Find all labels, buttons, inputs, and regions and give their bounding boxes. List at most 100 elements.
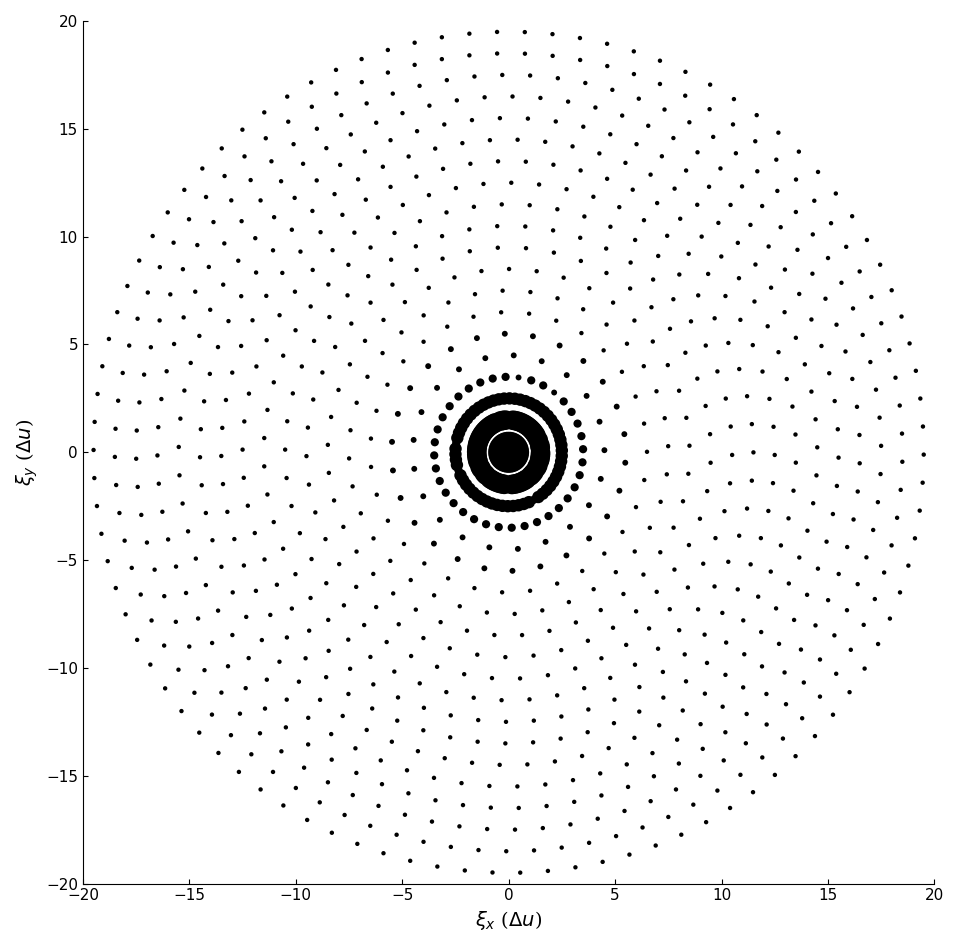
- Point: [530, 433, 546, 448]
- Point: [492, 475, 507, 491]
- Point: [814, 338, 830, 353]
- Point: [337, 808, 352, 823]
- Point: [152, 313, 167, 328]
- Point: [389, 827, 405, 842]
- Point: [810, 561, 826, 576]
- Point: [473, 429, 488, 444]
- Point: [266, 514, 281, 529]
- Point: [552, 459, 568, 474]
- Point: [617, 803, 632, 818]
- Point: [606, 716, 621, 731]
- Point: [826, 707, 841, 723]
- Point: [129, 451, 144, 466]
- Point: [797, 357, 812, 372]
- Point: [673, 827, 689, 842]
- Point: [434, 228, 450, 243]
- Point: [383, 179, 398, 194]
- Point: [723, 197, 738, 212]
- Point: [477, 90, 492, 105]
- Point: [403, 853, 418, 868]
- Point: [192, 329, 207, 344]
- Point: [596, 374, 611, 389]
- Point: [732, 528, 747, 544]
- Point: [755, 750, 770, 765]
- Point: [284, 223, 299, 238]
- Point: [850, 400, 865, 415]
- Point: [804, 312, 819, 327]
- Point: [90, 386, 105, 402]
- Point: [522, 306, 537, 321]
- Point: [698, 399, 713, 414]
- Point: [857, 661, 873, 676]
- Point: [342, 422, 358, 438]
- Point: [800, 523, 815, 538]
- Point: [470, 734, 485, 749]
- Point: [219, 392, 234, 407]
- Point: [889, 510, 904, 526]
- Point: [438, 685, 454, 700]
- Point: [427, 448, 442, 463]
- Point: [244, 747, 259, 762]
- Point: [681, 466, 696, 481]
- Point: [489, 497, 504, 512]
- Point: [620, 757, 635, 772]
- Point: [656, 690, 671, 706]
- Point: [563, 817, 578, 832]
- Point: [510, 133, 526, 148]
- Point: [576, 209, 592, 224]
- Point: [556, 270, 572, 285]
- Point: [503, 175, 519, 190]
- Point: [615, 365, 630, 380]
- Point: [500, 456, 515, 471]
- Point: [543, 478, 558, 493]
- Point: [397, 295, 412, 310]
- Point: [650, 248, 666, 263]
- Point: [599, 171, 615, 187]
- Point: [550, 291, 565, 306]
- Point: [461, 47, 477, 63]
- Point: [565, 139, 580, 154]
- Point: [671, 756, 687, 771]
- Point: [806, 495, 821, 510]
- Point: [470, 452, 485, 467]
- Point: [498, 736, 513, 751]
- Point: [253, 193, 269, 208]
- Point: [690, 288, 706, 303]
- Point: [820, 250, 835, 265]
- Point: [257, 552, 272, 567]
- Point: [235, 122, 250, 137]
- Point: [838, 240, 854, 255]
- Point: [654, 149, 669, 164]
- Point: [771, 636, 786, 652]
- Point: [594, 651, 609, 666]
- Point: [199, 578, 214, 593]
- Point: [680, 580, 695, 595]
- Point: [354, 51, 369, 66]
- Point: [511, 800, 526, 815]
- Point: [700, 266, 715, 281]
- Point: [449, 93, 464, 108]
- Point: [238, 681, 253, 696]
- Point: [411, 79, 427, 94]
- Point: [234, 214, 249, 229]
- Point: [573, 30, 588, 45]
- Point: [567, 795, 582, 810]
- Point: [345, 788, 361, 803]
- Point: [454, 420, 469, 436]
- Point: [484, 496, 500, 511]
- Point: [596, 343, 611, 358]
- Point: [641, 118, 656, 134]
- Point: [480, 395, 496, 410]
- Point: [147, 563, 162, 578]
- Point: [279, 471, 294, 486]
- Point: [442, 730, 457, 745]
- Point: [483, 418, 499, 433]
- Point: [327, 187, 342, 202]
- Point: [348, 580, 363, 595]
- Point: [554, 448, 570, 463]
- Point: [504, 520, 520, 535]
- Point: [526, 735, 541, 750]
- Point: [469, 331, 484, 346]
- Point: [775, 731, 790, 746]
- Point: [422, 98, 437, 114]
